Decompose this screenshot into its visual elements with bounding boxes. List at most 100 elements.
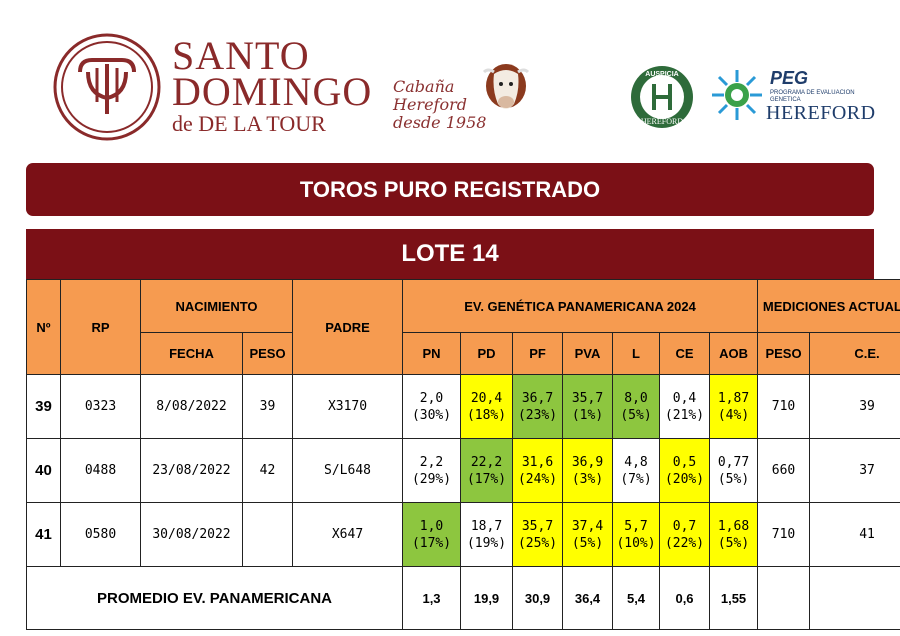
ev-value: 37,4 bbox=[571, 518, 604, 534]
row-ev-pn: 1,0 (17%) bbox=[402, 502, 462, 567]
table-row: 41 0580 30/08/2022 X647 1,0 (17%) 18,7 (19%) 35… bbox=[26, 502, 900, 567]
hereford-bull-icon bbox=[482, 64, 530, 109]
header-pd: PD bbox=[460, 332, 514, 375]
average-ce-empty bbox=[809, 566, 900, 630]
row-rp: 0488 bbox=[60, 438, 141, 503]
peg-hereford-logo: PEG PROGRAMA DE EVALUACION GENETICA HERE… bbox=[710, 66, 875, 126]
peg-sun-icon bbox=[712, 70, 762, 120]
ev-value: 22,2 bbox=[470, 454, 503, 470]
row-fecha: 30/08/2022 bbox=[140, 502, 243, 567]
ev-percentile: (29%) bbox=[411, 471, 452, 487]
ev-percentile: (30%) bbox=[411, 407, 452, 423]
row-rp: 0580 bbox=[60, 502, 141, 567]
header-peso-nac: PESO bbox=[241, 332, 294, 375]
ev-value: 35,7 bbox=[521, 518, 554, 534]
table-row: 39 0323 8/08/2022 39 X3170 2,0 (30%) 20,4 (18%) 3… bbox=[26, 374, 900, 439]
brand-name-line2: DOMINGO bbox=[172, 69, 373, 114]
average-pf: 30,9 bbox=[512, 566, 564, 630]
average-l: 5,4 bbox=[612, 566, 661, 630]
row-ce-actual: 41 bbox=[809, 502, 900, 567]
badge-bottom-text: HEREFORD bbox=[641, 117, 683, 126]
ev-percentile: (4%) bbox=[717, 407, 750, 423]
cabana-tagline: Cabaña Hereford desde 1958 bbox=[393, 78, 486, 132]
ev-percentile: (25%) bbox=[517, 535, 558, 551]
average-row: PROMEDIO EV. PANAMERICANA 1,3 19,9 30,9 … bbox=[25, 566, 900, 630]
row-ev-l: 5,7 (10%) bbox=[612, 502, 661, 567]
row-ev-l: 8,0 (5%) bbox=[612, 374, 661, 439]
ev-value: 0,4 bbox=[672, 390, 697, 406]
header-l: L bbox=[612, 332, 661, 375]
header-aob: AOB bbox=[709, 332, 759, 375]
ev-percentile: (5%) bbox=[717, 535, 750, 551]
ev-value: 0,5 bbox=[672, 454, 697, 470]
row-ev-l: 4,8 (7%) bbox=[612, 438, 661, 503]
cabana-line: desde 1958 bbox=[393, 113, 487, 132]
ev-percentile: (18%) bbox=[466, 407, 507, 423]
ev-value: 1,0 (17%) bbox=[411, 518, 452, 551]
header-rp: RP bbox=[60, 279, 141, 375]
lot-title: LOTE 14 bbox=[26, 229, 874, 279]
row-number: 40 bbox=[26, 438, 61, 503]
ev-percentile: (24%) bbox=[517, 471, 558, 487]
row-ev-ce: 0,7 (22%) bbox=[659, 502, 711, 567]
ev-percentile: (5%) bbox=[620, 407, 652, 423]
peg-title: PEG bbox=[770, 68, 809, 88]
ev-value: 1,68 bbox=[717, 518, 750, 534]
ev-value: 18,7 bbox=[470, 518, 503, 534]
header-pn: PN bbox=[402, 332, 462, 375]
row-ev-pva: 35,7 (1%) bbox=[562, 374, 614, 439]
badge-top-text: AUSPICIA bbox=[645, 71, 678, 78]
average-aob: 1,55 bbox=[709, 566, 759, 630]
row-ev-aob: 0,77 (5%) bbox=[709, 438, 759, 503]
peg-subtitle: PROGRAMA DE EVALUACION GENETICA bbox=[770, 90, 855, 103]
row-ev-ce: 0,5 (20%) bbox=[659, 438, 711, 503]
ev-value: 8,0 bbox=[624, 390, 648, 406]
ev-percentile: (5%) bbox=[717, 471, 750, 487]
ev-percentile: (3%) bbox=[571, 471, 604, 487]
row-padre: X647 bbox=[292, 502, 404, 567]
banner-title: TOROS PURO REGISTRADO bbox=[26, 163, 874, 216]
row-peso-nac bbox=[241, 502, 294, 567]
row-ev-pd: 20,4 (18%) bbox=[460, 374, 514, 439]
ev-percentile: (1%) bbox=[571, 407, 604, 423]
ev-percentile: (17%) bbox=[466, 471, 507, 487]
row-peso-nac: 39 bbox=[241, 374, 294, 439]
average-pva: 36,4 bbox=[562, 566, 614, 630]
row-fecha: 8/08/2022 bbox=[140, 374, 243, 439]
ev-percentile: (5%) bbox=[571, 535, 604, 551]
header-ce-ev: CE bbox=[659, 332, 711, 375]
row-peso-actual: 710 bbox=[757, 374, 811, 439]
row-peso-actual: 710 bbox=[757, 502, 811, 567]
ev-percentile: (21%) bbox=[664, 407, 705, 423]
peg-hereford-text: HEREFORD bbox=[766, 102, 876, 124]
row-ev-ce: 0,4 (21%) bbox=[659, 374, 711, 439]
table-row: 40 0488 23/08/2022 42 S/L648 2,2 (29%) 22,2 (17%… bbox=[26, 438, 900, 503]
row-ev-aob: 1,87 (4%) bbox=[709, 374, 759, 439]
row-peso-nac: 42 bbox=[241, 438, 294, 503]
table-body: 39 0323 8/08/2022 39 X3170 2,0 (30%) 20,4 (18%) 3… bbox=[26, 374, 900, 567]
header-padre: PADRE bbox=[292, 279, 404, 375]
row-ev-pva: 36,9 (3%) bbox=[562, 438, 614, 503]
ev-value: 31,6 bbox=[521, 454, 554, 470]
cabana-line: Hereford bbox=[393, 95, 467, 114]
ev-value: 0,7 bbox=[672, 518, 697, 534]
brand-name-line3: de DE LA TOUR bbox=[172, 111, 326, 136]
header-nacimiento: NACIMIENTO bbox=[139, 279, 294, 333]
row-ce-actual: 39 bbox=[809, 374, 900, 439]
row-ev-aob: 1,68 (5%) bbox=[709, 502, 759, 567]
row-ev-pf: 36,7 (23%) bbox=[512, 374, 564, 439]
santo-domingo-logo: SANTO DOMINGO de DE LA TOUR bbox=[52, 32, 382, 144]
row-ev-pf: 35,7 (25%) bbox=[512, 502, 564, 567]
average-label: PROMEDIO EV. PANAMERICANA bbox=[25, 566, 404, 630]
header-ce-actual: C.E. bbox=[809, 332, 900, 375]
row-peso-actual: 660 bbox=[757, 438, 811, 503]
row-rp: 0323 bbox=[60, 374, 141, 439]
average-pd: 19,9 bbox=[460, 566, 514, 630]
ev-value: 36,7 bbox=[521, 390, 554, 406]
ev-value: 5,7 bbox=[624, 518, 648, 534]
row-ev-pn: 2,0 (30%) bbox=[402, 374, 462, 439]
row-fecha: 23/08/2022 bbox=[140, 438, 243, 503]
ev-value: 2,0 bbox=[419, 390, 444, 406]
ev-percentile: (7%) bbox=[620, 471, 652, 487]
brand-emblem-icon bbox=[53, 33, 161, 141]
